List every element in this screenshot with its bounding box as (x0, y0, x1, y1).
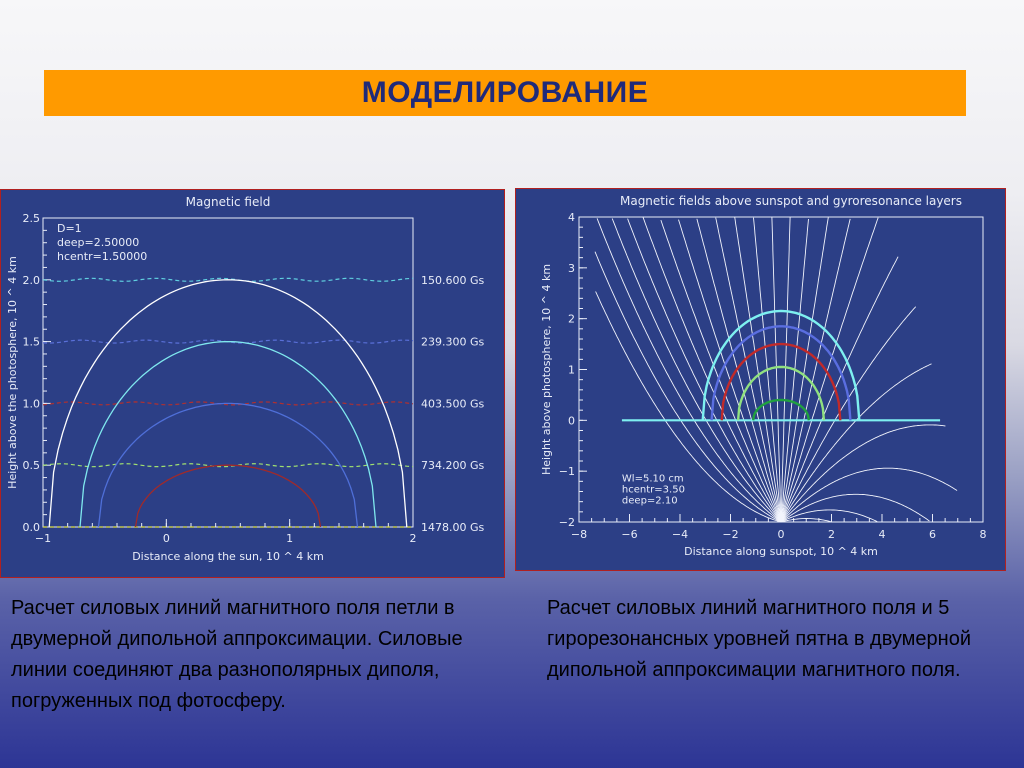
x-tick-label: −2 (722, 528, 738, 541)
gyroresonance-level (736, 365, 826, 421)
y-tick-label: 0.0 (23, 521, 41, 534)
x-tick-label: −6 (621, 528, 637, 541)
field-line (79, 340, 377, 528)
field-line (780, 509, 878, 523)
x-tick-label: 6 (929, 528, 936, 541)
level-line (42, 277, 414, 282)
y-tick-label: 1 (568, 364, 575, 377)
y-axis-label: Height above the photosphere, 10 ^ 4 km (6, 256, 19, 489)
y-tick-label: −1 (559, 465, 575, 478)
field-line (595, 291, 782, 523)
level-label: 1478.00 Gs (421, 521, 485, 534)
x-tick-label: 8 (980, 528, 987, 541)
y-tick-label: 2.0 (23, 274, 41, 287)
x-tick-label: −8 (571, 528, 587, 541)
level-label: 403.500 Gs (421, 397, 485, 410)
sunspot-gyroresonance-chart: Magnetic fields above sunspot and gyrore… (540, 194, 987, 558)
level-line (42, 463, 414, 468)
field-line (780, 493, 930, 523)
level-label: 239.300 Gs (421, 336, 485, 349)
chart-title: Magnetic field (186, 195, 271, 209)
x-axis-label: Distance along sunspot, 10 ^ 4 km (684, 545, 878, 558)
field-line (678, 219, 782, 523)
gyroresonance-level (710, 325, 852, 421)
title-bar: МОДЕЛИРОВАНИЕ (44, 70, 966, 116)
x-tick-label: 0 (163, 532, 170, 545)
x-tick-label: 0 (778, 528, 785, 541)
caption-right: Расчет силовых линий магнитного поля и 5… (547, 597, 972, 681)
x-tick-label: 2 (828, 528, 835, 541)
chart-annotation: hcentr=3.50 (622, 484, 685, 495)
sunspot-chart-panel: Magnetic fields above sunspot and gyrore… (515, 188, 1006, 571)
y-tick-label: −2 (559, 516, 575, 529)
y-axis-label: Height above photosphere, 10 ^ 4 km (540, 264, 553, 475)
gyroresonance-level (752, 398, 810, 421)
chart-annotation: deep=2.50000 (57, 236, 139, 249)
field-line (594, 251, 782, 523)
field-line (780, 217, 879, 523)
level-label: 150.600 Gs (421, 274, 485, 287)
field-line (611, 218, 782, 523)
y-tick-label: 4 (568, 211, 575, 224)
field-line (780, 217, 791, 523)
field-line (596, 218, 782, 523)
field-line (780, 217, 829, 523)
magnetic-field-chart: Magnetic field −1 0 1 2 0.0 0.5 1.0 1.5 2.0 2.5 Dis… (6, 195, 485, 563)
field-line (780, 518, 833, 523)
field-line (660, 219, 782, 523)
y-tick-label: 1.0 (23, 397, 41, 410)
level-label: 734.200 Gs (421, 459, 485, 472)
x-tick-label: 4 (879, 528, 886, 541)
y-tick-label: 1.5 (23, 336, 41, 349)
gyroresonance-level (701, 309, 861, 421)
y-tick-label: 2.5 (23, 212, 41, 225)
field-line (780, 467, 958, 523)
x-axis-label: Distance along the sun, 10 ^ 4 km (132, 550, 324, 563)
field-line (48, 279, 408, 528)
field-line (715, 217, 782, 523)
chart-annotation: D=1 (57, 222, 82, 235)
chart-title: Magnetic fields above sunspot and gyrore… (620, 194, 962, 208)
y-tick-label: 3 (568, 262, 575, 275)
magnetic-field-chart-panel: Magnetic field −1 0 1 2 0.0 0.5 1.0 1.5 2.0 2.5 Dis… (0, 189, 505, 578)
chart-annotation: hcentr=1.50000 (57, 250, 147, 263)
x-tick-label: −1 (35, 532, 51, 545)
x-tick-label: −4 (672, 528, 688, 541)
chart-annotation: Wl=5.10 cm (622, 473, 684, 484)
y-tick-label: 0.5 (23, 459, 41, 472)
field-line (97, 402, 359, 528)
chart-annotation: deep=2.10 (622, 495, 678, 506)
field-line (780, 256, 899, 523)
y-tick-label: 0 (568, 414, 575, 427)
field-line (642, 217, 782, 523)
x-tick-label: 2 (410, 532, 417, 545)
field-line (780, 218, 851, 523)
field-line (734, 217, 782, 523)
plot-frame (42, 217, 414, 528)
field-line (780, 424, 946, 523)
y-tick-label: 2 (568, 313, 575, 326)
x-tick-label: 1 (286, 532, 293, 545)
level-line (42, 401, 414, 406)
caption-left: Расчет силовых линий магнитного поля пет… (11, 597, 463, 712)
field-line (771, 217, 782, 523)
slide-title: МОДЕЛИРОВАНИЕ (361, 76, 649, 109)
field-line (134, 464, 322, 528)
field-line (696, 218, 782, 523)
gyroresonance-level (720, 342, 842, 421)
